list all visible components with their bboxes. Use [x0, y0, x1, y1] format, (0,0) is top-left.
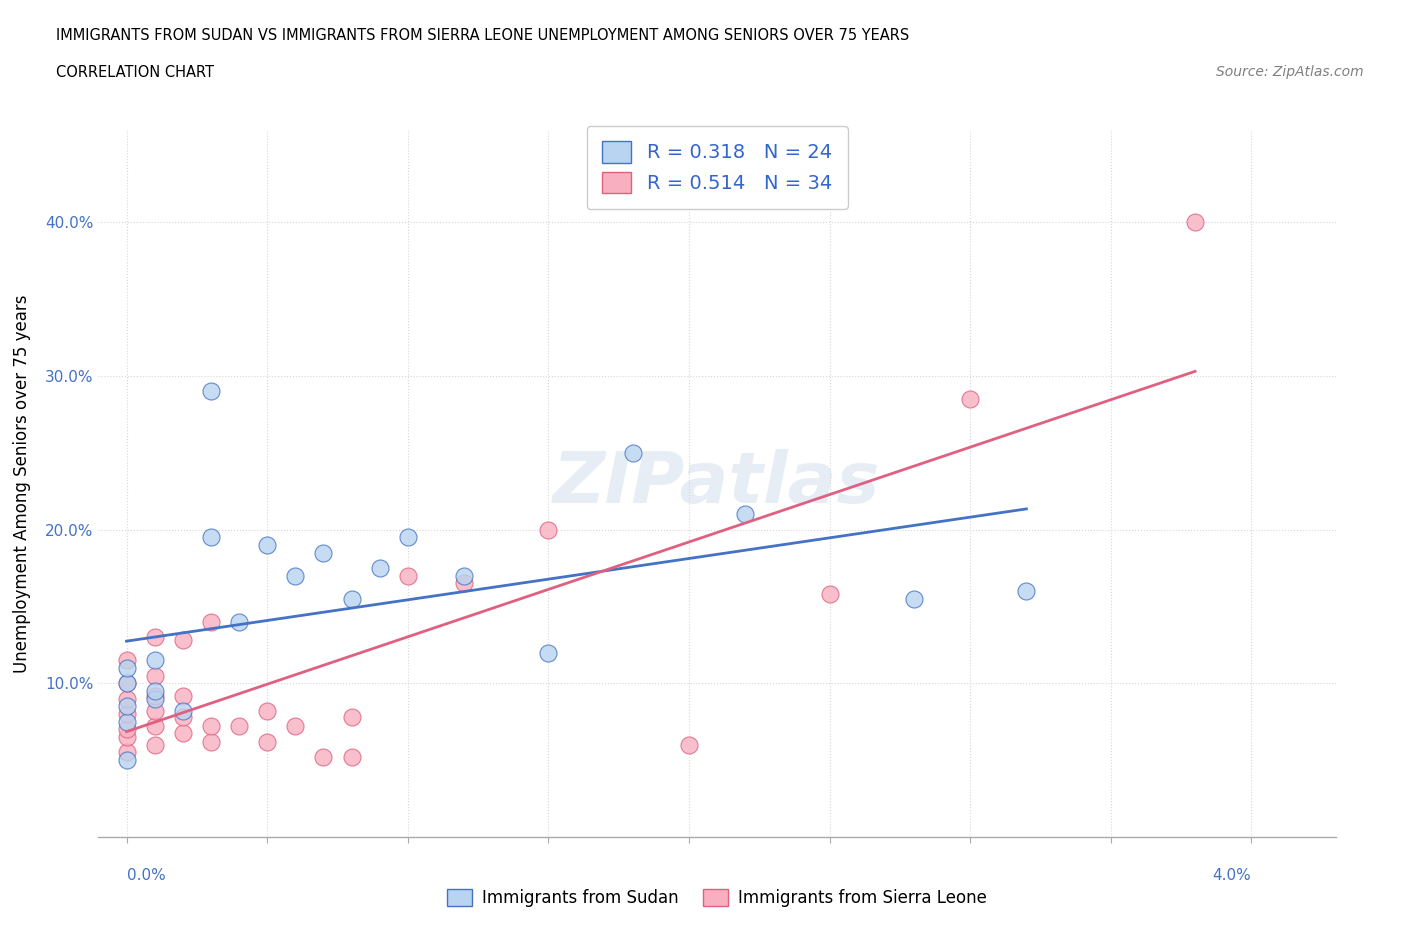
Point [115, 676, 138, 691]
Point [200, 735, 222, 750]
Point [143, 688, 166, 703]
Point [200, 615, 222, 630]
Legend: Immigrants from Sudan, Immigrants from Sierra Leone: Immigrants from Sudan, Immigrants from S… [440, 882, 994, 913]
Point [340, 710, 363, 724]
Point [368, 561, 391, 576]
Text: Source: ZipAtlas.com: Source: ZipAtlas.com [1216, 65, 1364, 79]
Point [537, 523, 560, 538]
Point [284, 568, 307, 583]
Point [396, 568, 419, 583]
Text: 0.0%: 0.0% [127, 868, 166, 883]
Point [453, 568, 475, 583]
Text: ZIPatlas: ZIPatlas [554, 449, 880, 518]
Point [115, 714, 138, 729]
Point [200, 384, 222, 399]
Point [340, 750, 363, 764]
Point [115, 722, 138, 737]
Point [172, 725, 194, 740]
Point [340, 591, 363, 606]
Point [115, 691, 138, 706]
Text: IMMIGRANTS FROM SUDAN VS IMMIGRANTS FROM SIERRA LEONE UNEMPLOYMENT AMONG SENIORS: IMMIGRANTS FROM SUDAN VS IMMIGRANTS FROM… [56, 28, 910, 43]
Point [678, 737, 700, 752]
Point [115, 660, 138, 675]
Point [115, 730, 138, 745]
Point [115, 699, 138, 714]
Point [115, 752, 138, 767]
Point [200, 530, 222, 545]
Point [115, 653, 138, 668]
Point [903, 591, 925, 606]
Point [143, 669, 166, 684]
Text: 4.0%: 4.0% [1212, 868, 1251, 883]
Point [312, 750, 335, 764]
Point [200, 719, 222, 734]
Point [284, 719, 307, 734]
Point [172, 633, 194, 648]
Point [256, 735, 278, 750]
Point [115, 676, 138, 691]
Point [172, 704, 194, 719]
Point [172, 710, 194, 724]
Point [143, 630, 166, 644]
Point [959, 392, 981, 406]
Point [734, 507, 756, 522]
Point [115, 745, 138, 760]
Point [143, 704, 166, 719]
Point [818, 587, 841, 602]
Point [256, 704, 278, 719]
Point [228, 719, 250, 734]
Point [143, 691, 166, 706]
Point [143, 684, 166, 698]
Point [1015, 584, 1038, 599]
Point [396, 530, 419, 545]
Point [115, 707, 138, 722]
Point [143, 737, 166, 752]
Point [256, 538, 278, 552]
Point [1184, 215, 1206, 230]
Point [537, 645, 560, 660]
Point [228, 615, 250, 630]
Point [172, 688, 194, 703]
Point [621, 445, 644, 460]
Y-axis label: Unemployment Among Seniors over 75 years: Unemployment Among Seniors over 75 years [13, 295, 31, 672]
Point [143, 719, 166, 734]
Point [143, 653, 166, 668]
Point [453, 576, 475, 591]
Text: CORRELATION CHART: CORRELATION CHART [56, 65, 214, 80]
Point [312, 545, 335, 560]
